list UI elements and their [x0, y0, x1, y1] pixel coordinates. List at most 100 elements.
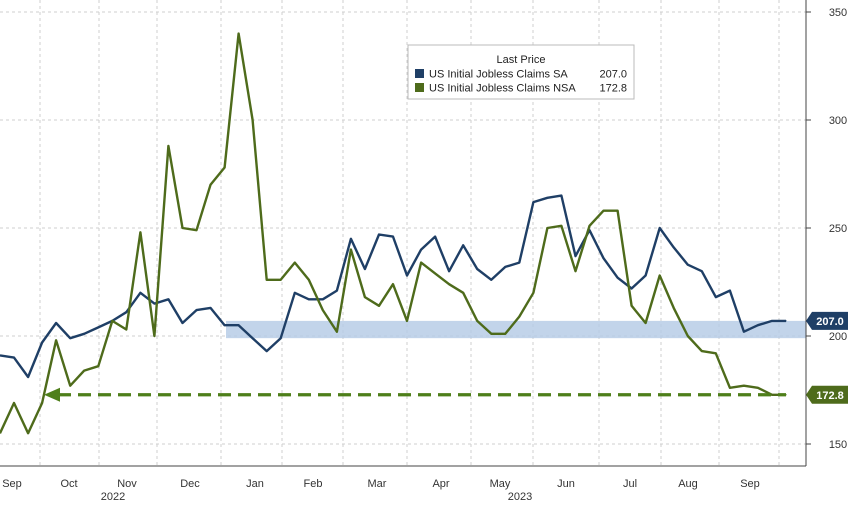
legend: Last Price US Initial Jobless Claims SA … [407, 44, 635, 100]
data-point-sa [13, 357, 15, 359]
data-point-sa [252, 337, 254, 339]
data-point-sa [294, 292, 296, 294]
series-group [0, 32, 787, 435]
y-axis: 150 200 250 300 350 [805, 0, 847, 466]
last-value-badges: 207.0 172.8 [806, 311, 848, 404]
data-point-nsa [406, 320, 408, 322]
data-point-sa [771, 320, 773, 322]
data-point-nsa [560, 225, 563, 227]
y-tick-label: 200 [829, 331, 847, 343]
data-point-nsa [715, 352, 717, 354]
x-tick-label: Nov [117, 478, 137, 490]
data-point-sa [490, 279, 492, 281]
x-tick-label: Jan [246, 478, 264, 490]
data-point-nsa [0, 432, 1, 434]
data-point-nsa [701, 350, 703, 352]
data-point-nsa [602, 210, 605, 212]
data-point-sa [308, 298, 310, 300]
data-point-sa [701, 270, 703, 272]
data-point-sa [350, 238, 352, 240]
data-point-sa [280, 337, 282, 339]
y-tick-label: 350 [829, 7, 847, 19]
data-point-nsa [631, 305, 633, 307]
badge-sa: 207.0 [806, 311, 848, 330]
data-point-sa [659, 227, 661, 229]
data-point-nsa [139, 231, 141, 233]
data-point-sa [223, 324, 226, 326]
legend-box [407, 44, 635, 100]
badge-shape [806, 385, 848, 404]
data-point-nsa [757, 387, 759, 389]
data-point-sa [743, 331, 745, 333]
data-point-sa [574, 255, 577, 257]
data-point-nsa [574, 270, 577, 272]
data-point-sa [448, 270, 450, 272]
data-point-sa [195, 309, 198, 311]
data-point-sa [181, 322, 184, 324]
data-point-nsa [462, 292, 464, 294]
legend-swatch-nsa [415, 83, 424, 92]
data-point-nsa [476, 320, 478, 322]
x-axis: Sep Oct Nov Dec Jan Feb Mar Apr May Jun Jul Aug Sep 2… [0, 465, 806, 503]
x-tick-label: Sep [740, 478, 760, 490]
data-point-sa [0, 354, 1, 357]
data-point-nsa [111, 320, 113, 322]
x-tick-label: Sep [2, 478, 22, 490]
x-tick-label: Aug [678, 478, 698, 490]
reference-arrowhead [44, 387, 60, 402]
data-point-nsa [181, 227, 184, 229]
data-point-nsa [659, 274, 661, 277]
data-point-sa [378, 233, 380, 236]
data-point-nsa [364, 296, 366, 298]
data-point-sa [532, 201, 534, 203]
data-point-nsa [743, 385, 745, 387]
data-point-nsa [420, 261, 422, 264]
data-point-sa [687, 264, 689, 266]
data-point-sa [631, 287, 633, 290]
data-point-sa [476, 268, 478, 270]
x-tick-label: Feb [304, 478, 323, 490]
data-point-nsa [434, 272, 436, 274]
data-point-sa [125, 311, 127, 313]
legend-label-sa: US Initial Jobless Claims SA [429, 69, 568, 81]
data-point-nsa [13, 402, 15, 404]
x-tick-label: May [490, 478, 511, 490]
y-tick-label: 300 [829, 115, 847, 127]
highlight-band [226, 320, 806, 339]
data-point-sa [364, 268, 366, 270]
data-point-sa [785, 320, 787, 322]
legend-value-nsa: 172.8 [599, 83, 627, 95]
data-point-nsa [448, 283, 450, 285]
y-tick-label: 150 [829, 439, 847, 451]
data-point-sa [266, 350, 268, 352]
data-point-sa [209, 307, 212, 309]
data-point-nsa [392, 283, 394, 285]
x-tick-label: Apr [432, 478, 449, 490]
legend-swatch-sa [415, 69, 424, 78]
data-point-sa [504, 266, 506, 268]
badge-value: 172.8 [816, 390, 844, 402]
data-point-sa [238, 324, 240, 326]
data-point-nsa [532, 292, 534, 294]
data-point-nsa [729, 387, 731, 389]
data-point-nsa [322, 309, 324, 311]
data-point-nsa [336, 331, 338, 333]
data-point-sa [167, 298, 170, 300]
data-point-sa [322, 298, 324, 300]
data-point-sa [616, 277, 619, 279]
data-point-sa [392, 236, 394, 238]
data-point-sa [715, 296, 717, 298]
data-point-sa [153, 303, 155, 305]
year-label: 2022 [101, 491, 125, 503]
data-point-nsa [378, 305, 380, 307]
data-point-nsa [252, 119, 254, 121]
data-point-nsa [645, 322, 647, 324]
x-tick-label: Jul [623, 478, 637, 490]
data-point-sa [83, 333, 85, 335]
legend-label-nsa: US Initial Jobless Claims NSA [429, 83, 576, 95]
data-point-sa [420, 249, 422, 251]
data-point-sa [673, 246, 675, 249]
data-point-nsa [588, 225, 591, 227]
data-point-nsa [55, 339, 57, 341]
